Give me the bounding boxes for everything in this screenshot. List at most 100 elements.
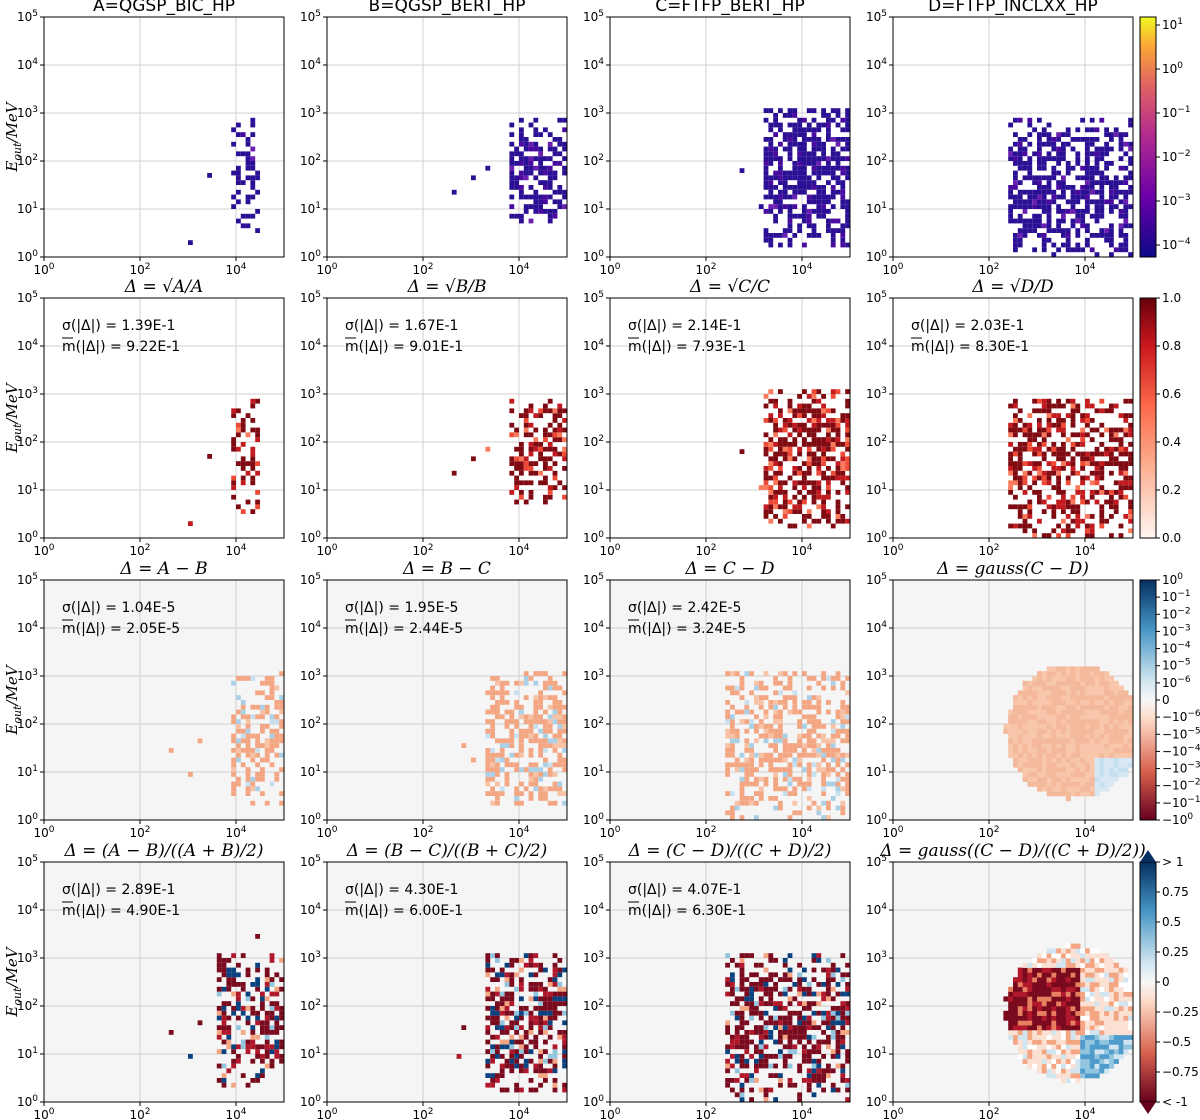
heatmap-cell: [519, 213, 524, 219]
heatmap-cell: [725, 762, 730, 768]
heatmap-cell: [782, 422, 788, 428]
heatmap-cell: [504, 1001, 510, 1006]
heatmap-cell: [1013, 728, 1019, 734]
heatmap-cell: [250, 1010, 256, 1016]
heatmap-cell: [840, 442, 846, 447]
heatmap-cell: [1037, 752, 1043, 758]
heatmap-cell: [821, 108, 826, 113]
heatmap-cell: [1128, 719, 1134, 725]
heatmap-cell: [514, 480, 519, 486]
heatmap-cell: [797, 427, 802, 433]
heatmap-cell: [245, 676, 251, 681]
heatmap-cell: [811, 209, 817, 214]
heatmap-cell: [797, 1030, 802, 1035]
heatmap-cell: [1061, 962, 1067, 968]
x-tick-label: 104: [791, 1107, 812, 1120]
heatmap-cell: [1041, 403, 1047, 409]
heatmap-cell: [519, 466, 524, 471]
heatmap-cell: [773, 442, 778, 447]
heatmap-cell: [1065, 141, 1071, 147]
heatmap-cell: [1099, 422, 1105, 428]
heatmap-cell: [495, 1010, 500, 1016]
heatmap-cell: [240, 461, 246, 466]
heatmap-cell: [821, 815, 826, 820]
heatmap-cell: [509, 204, 515, 209]
heatmap-cell: [816, 418, 822, 423]
heatmap-cell: [1080, 733, 1086, 739]
heatmap-cell: [1075, 485, 1081, 490]
heatmap-cell: [1022, 690, 1028, 696]
heatmap-cell: [543, 427, 548, 433]
heatmap-cell: [485, 165, 491, 171]
heatmap-cell: [1046, 962, 1052, 968]
heatmap-cell: [725, 671, 730, 676]
heatmap-cell: [1065, 480, 1071, 486]
heatmap-cell: [802, 1025, 807, 1030]
heatmap-cell: [840, 1025, 846, 1030]
heatmap-cell: [1089, 427, 1095, 433]
heatmap-cell: [557, 1001, 563, 1006]
heatmap-cell: [557, 986, 563, 992]
heatmap-cell: [514, 958, 519, 963]
heatmap-cell: [821, 151, 826, 157]
heatmap-cell: [260, 1025, 265, 1030]
heatmap-cell: [1061, 403, 1066, 409]
heatmap-cell: [845, 175, 850, 181]
heatmap-cell: [821, 451, 826, 457]
heatmap-cell: [490, 977, 495, 982]
heatmap-cell: [523, 422, 529, 428]
heatmap-cell: [1013, 757, 1019, 763]
heatmap-cell: [758, 1054, 764, 1059]
heatmap-cell: [547, 767, 553, 772]
heatmap-cell: [514, 986, 519, 992]
heatmap-cell: [547, 185, 553, 190]
heatmap-cell: [802, 700, 807, 705]
heatmap-cell: [744, 1039, 750, 1045]
heatmap-cell: [216, 1034, 222, 1040]
heatmap-cell: [797, 1001, 802, 1006]
y-tick-label: 102: [17, 716, 38, 731]
heatmap-cell: [845, 709, 850, 715]
x-tick-label: 102: [412, 543, 433, 558]
heatmap-cell: [1046, 180, 1052, 185]
heatmap-cell: [543, 403, 548, 409]
heatmap-cell: [782, 137, 788, 142]
heatmap-cell: [763, 446, 769, 452]
heatmap-cell: [763, 1092, 769, 1098]
heatmap-cell: [1080, 748, 1086, 754]
heatmap-cell: [1089, 748, 1095, 754]
heatmap-cell: [835, 228, 841, 233]
heatmap-cell: [821, 781, 826, 787]
heatmap-cell: [1008, 1020, 1014, 1026]
heatmap-cell: [725, 962, 730, 968]
heatmap-cell: [758, 1015, 764, 1021]
heatmap-cell: [269, 982, 275, 987]
heatmap-cell: [806, 514, 812, 519]
heatmap-cell: [816, 762, 822, 768]
heatmap-cells: [1003, 943, 1134, 1084]
heatmap-cell: [1065, 986, 1071, 992]
heatmap-cell: [739, 1044, 745, 1050]
heatmap-cell: [830, 767, 836, 772]
heatmap-cell: [1017, 743, 1023, 749]
heatmap-cell: [245, 733, 251, 739]
heatmap-cell: [1075, 714, 1081, 720]
heatmap-cell: [221, 1073, 227, 1078]
heatmap-cell: [1118, 523, 1124, 529]
heatmap-cell: [1056, 456, 1061, 462]
heatmap-cell: [250, 748, 256, 753]
heatmap-cell: [264, 1044, 270, 1050]
heatmap-cell: [1065, 666, 1071, 672]
heatmap-cell: [778, 437, 783, 442]
heatmap-cell: [830, 156, 836, 161]
heatmap-cell: [499, 967, 505, 973]
heatmap-cell: [806, 523, 812, 529]
heatmap-cell: [773, 676, 778, 681]
heatmap-cell: [749, 800, 754, 806]
heatmap-cell: [1075, 209, 1081, 214]
heatmap-cell: [543, 475, 548, 481]
heatmap-cell: [739, 953, 745, 958]
heatmap-cell: [744, 704, 750, 710]
heatmap-cell: [495, 709, 500, 715]
heatmap-cell: [490, 762, 495, 768]
